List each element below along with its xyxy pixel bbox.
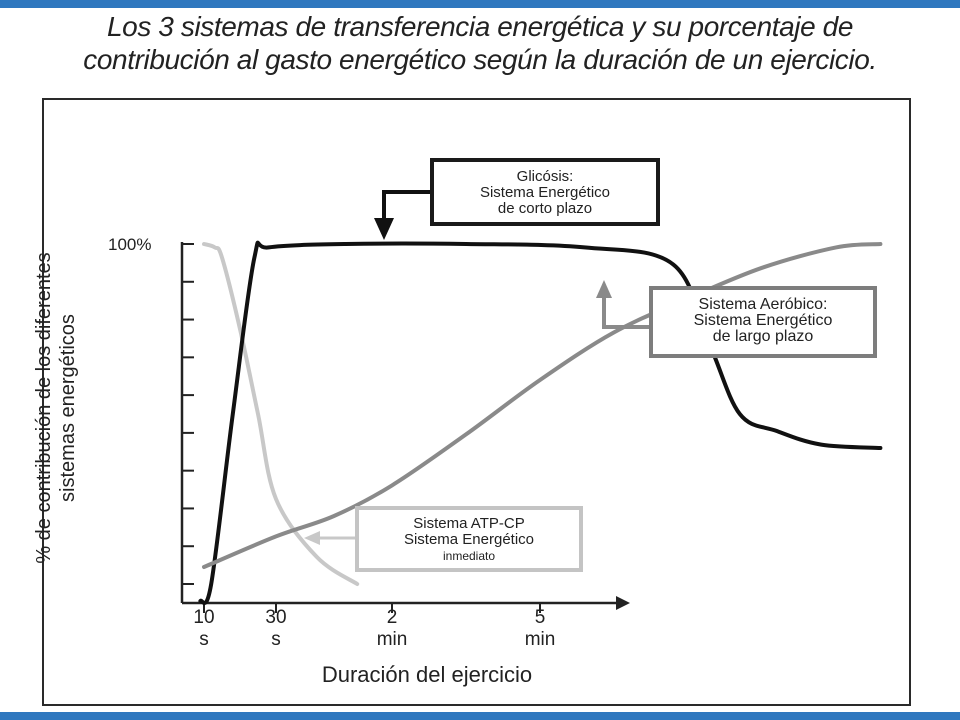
x-tick-label-value: 30 — [265, 607, 286, 628]
glicosis-callout: Glicósis: Sistema Energético de corto pl… — [430, 158, 660, 226]
aerobico-arrowhead — [596, 280, 612, 298]
atp-cp-callout-line-2: Sistema Energético — [403, 531, 535, 548]
x-tick-label-value: 10 — [193, 607, 214, 628]
chart-frame — [42, 98, 911, 706]
atp-cp-callout-line-1: Sistema ATP-CP — [413, 515, 525, 532]
atp-cp-callout: Sistema ATP-CP Sistema Energético inmedi… — [355, 506, 583, 572]
aerobico-arrow-shaft — [602, 294, 651, 329]
x-axis-label: Duración del ejercicio — [322, 662, 532, 687]
aerobico-callout-line-1: Sistema Aeróbico: — [698, 296, 828, 313]
series-atp-cp-line — [202, 242, 360, 586]
series-lines — [198, 240, 883, 606]
x-tick-label-value: 5 — [535, 607, 546, 628]
glicosis-arrow-shaft — [382, 190, 432, 222]
slide-title: Los 3 sistemas de transferencia energéti… — [20, 10, 940, 76]
atp-cp-arrowhead — [304, 531, 320, 545]
y-tick-label-100: 100% — [108, 235, 151, 254]
slide-title-line-1: Los 3 sistemas de transferencia energéti… — [106, 11, 854, 42]
callout-arrows — [304, 190, 651, 545]
glicosis-callout-line-2: Sistema Energético — [479, 184, 611, 201]
x-tick-label-unit: s — [199, 629, 209, 650]
aerobico-callout-line-3: de largo plazo — [712, 328, 814, 345]
x-tick-label-unit: min — [377, 629, 408, 650]
series-glicosis-line — [198, 240, 883, 606]
atp-cp-callout-line-3: inmediato — [442, 549, 496, 563]
x-tick-label-unit: s — [271, 629, 281, 650]
aerobico-callout: Sistema Aeróbico: Sistema Energético de … — [649, 286, 877, 358]
top-accent-bar — [0, 0, 960, 8]
glicosis-callout-line-3: de corto plazo — [497, 200, 593, 217]
glicosis-arrowhead — [374, 218, 394, 240]
aerobico-callout-line-2: Sistema Energético — [693, 312, 833, 329]
glicosis-callout-line-1: Glicósis: — [516, 168, 574, 185]
x-tick-label-unit: min — [525, 629, 556, 650]
x-axis-arrowhead — [616, 596, 630, 610]
y-axis-label-line-1: % de contribución de los diferentes — [33, 252, 55, 564]
y-axis-label: % de contribución de los diferentes sist… — [32, 188, 92, 628]
y-axis-label-line-2: sistemas energéticos — [57, 314, 79, 502]
bottom-accent-bar — [0, 712, 960, 720]
x-tick-label-value: 2 — [387, 607, 398, 628]
axes — [180, 242, 630, 613]
series-aerobico-line — [202, 242, 883, 569]
slide-title-line-2: contribución al gasto energético según l… — [83, 44, 877, 75]
